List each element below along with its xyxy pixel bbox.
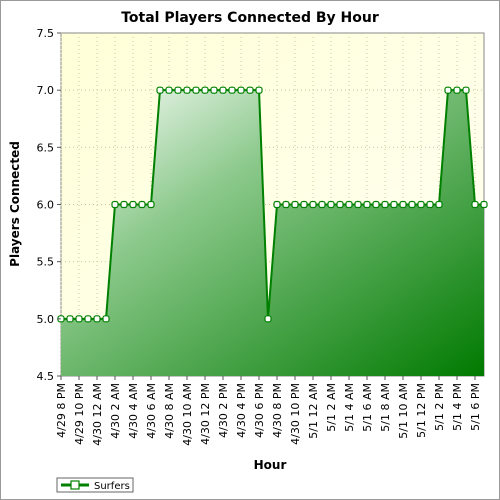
x-tick-label: 5/1 12 PM bbox=[415, 383, 428, 438]
x-tick-label: 5/1 2 PM bbox=[433, 383, 446, 431]
data-point bbox=[408, 200, 416, 209]
data-point bbox=[192, 86, 200, 94]
data-point bbox=[291, 200, 299, 209]
x-tick-label: 4/30 6 AM bbox=[145, 383, 158, 439]
x-tick-label: 5/1 12 AM bbox=[307, 383, 320, 439]
data-point bbox=[156, 86, 164, 94]
data-point bbox=[381, 200, 389, 209]
y-tick-label: 7.0 bbox=[37, 84, 55, 97]
data-point bbox=[363, 200, 371, 209]
data-point bbox=[66, 315, 74, 323]
data-point bbox=[345, 200, 353, 209]
data-point bbox=[471, 200, 479, 209]
x-tick-label: 5/1 6 AM bbox=[361, 383, 374, 432]
data-point bbox=[435, 200, 443, 209]
data-point bbox=[120, 200, 128, 209]
data-point bbox=[183, 86, 191, 94]
y-axis-ticks: 4.5 5.0 5.5 6.0 6.5 7.0 7.5 bbox=[37, 27, 61, 383]
x-tick-label: 4/29 10 PM bbox=[73, 383, 86, 445]
data-point bbox=[138, 200, 146, 209]
data-point bbox=[300, 200, 308, 209]
data-point bbox=[444, 86, 452, 94]
data-point bbox=[255, 86, 263, 94]
x-axis-title: Hour bbox=[254, 458, 287, 472]
x-tick-label: 4/30 10 PM bbox=[289, 383, 302, 445]
x-tick-label: 4/30 12 PM bbox=[199, 383, 212, 445]
data-point bbox=[264, 315, 272, 323]
data-point bbox=[246, 86, 254, 94]
data-point bbox=[336, 200, 344, 209]
data-point bbox=[174, 86, 182, 94]
y-tick-label: 6.0 bbox=[37, 199, 55, 212]
legend-label-surfers: Surfers bbox=[94, 481, 130, 492]
x-tick-label: 4/30 2 AM bbox=[109, 383, 122, 439]
x-tick-label: 4/30 4 AM bbox=[127, 383, 140, 439]
y-tick-label: 5.0 bbox=[37, 313, 55, 326]
series-area-surfers bbox=[61, 90, 484, 377]
y-axis-title: Players Connected bbox=[8, 141, 22, 267]
y-tick-label: 6.5 bbox=[37, 141, 55, 154]
data-point bbox=[228, 86, 236, 94]
data-point bbox=[201, 86, 209, 94]
x-tick-label: 5/1 4 AM bbox=[343, 383, 356, 432]
data-point bbox=[273, 200, 281, 209]
data-point bbox=[426, 200, 434, 209]
y-tick-label: 7.5 bbox=[37, 27, 55, 40]
data-point bbox=[102, 315, 110, 323]
legend: Surfers bbox=[56, 477, 134, 493]
data-point bbox=[309, 200, 317, 209]
data-point bbox=[318, 200, 326, 209]
data-point bbox=[165, 86, 173, 94]
x-tick-label: 4/30 8 PM bbox=[271, 383, 284, 438]
data-point bbox=[147, 200, 155, 209]
data-point bbox=[480, 200, 488, 209]
y-tick-label: 4.5 bbox=[37, 370, 55, 383]
data-point bbox=[372, 200, 380, 209]
x-tick-label: 4/30 4 PM bbox=[235, 383, 248, 438]
data-point bbox=[327, 200, 335, 209]
data-point bbox=[354, 200, 362, 209]
x-tick-label: 5/1 10 AM bbox=[397, 383, 410, 439]
data-point bbox=[417, 200, 425, 209]
data-point bbox=[282, 200, 290, 209]
x-axis-ticks: 4/29 8 PM 4/29 10 PM 4/30 12 AM 4/30 2 AM 4/… bbox=[55, 376, 482, 446]
y-tick-label: 5.5 bbox=[37, 256, 55, 269]
data-point bbox=[219, 86, 227, 94]
x-tick-label: 4/30 6 PM bbox=[253, 383, 266, 438]
data-point bbox=[453, 86, 461, 94]
x-tick-label: 5/1 8 AM bbox=[379, 383, 392, 432]
x-tick-label: 4/30 2 PM bbox=[217, 383, 230, 438]
x-tick-label: 4/30 12 AM bbox=[91, 383, 104, 446]
data-point bbox=[84, 315, 92, 323]
data-point bbox=[399, 200, 407, 209]
data-point bbox=[111, 200, 119, 209]
data-point bbox=[237, 86, 245, 94]
data-point bbox=[210, 86, 218, 94]
x-tick-label: 5/1 6 PM bbox=[469, 383, 482, 431]
x-tick-label: 5/1 2 AM bbox=[325, 383, 338, 432]
x-tick-label: 5/1 4 PM bbox=[451, 383, 464, 431]
chart-title: Total Players Connected By Hour bbox=[121, 10, 379, 26]
x-tick-label: 4/29 8 PM bbox=[55, 383, 68, 438]
data-point bbox=[129, 200, 137, 209]
data-point bbox=[93, 315, 101, 323]
data-point bbox=[390, 200, 398, 209]
x-tick-label: 4/30 10 AM bbox=[181, 383, 194, 446]
legend-swatch-marker bbox=[70, 480, 80, 490]
data-point bbox=[75, 315, 83, 323]
data-point bbox=[462, 86, 470, 94]
x-tick-label: 4/30 8 AM bbox=[163, 383, 176, 439]
